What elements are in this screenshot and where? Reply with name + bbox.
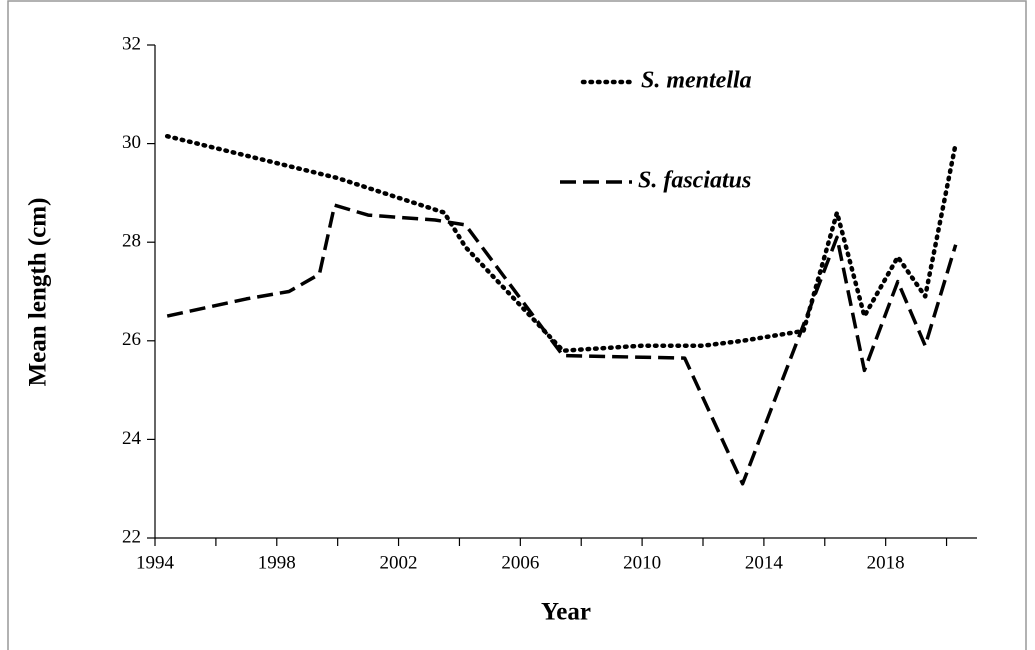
legend-label: S. mentella	[641, 68, 752, 94]
y-axis-title: Mean length (cm)	[25, 198, 52, 387]
x-axis-title: Year	[541, 599, 591, 626]
frame	[7, 0, 1027, 650]
y-tick-label: 26	[122, 329, 141, 350]
y-tick-label: 32	[122, 33, 141, 54]
x-tick-label: 1994	[136, 552, 175, 573]
series-line	[166, 203, 958, 486]
x-tick-label: 2018	[867, 552, 905, 573]
y-tick-label: 22	[122, 526, 141, 547]
series-line	[164, 133, 958, 353]
x-tick-label: 2006	[501, 552, 539, 573]
y-tick-label: 24	[122, 428, 142, 449]
x-tick-label: 2014	[745, 552, 784, 573]
x-tick-label: 1998	[258, 552, 296, 573]
y-tick-label: 30	[122, 132, 141, 153]
x-tick-label: 2010	[623, 552, 661, 573]
y-tick-label: 28	[122, 231, 141, 252]
legend-label: S. fasciatus	[638, 168, 751, 194]
x-tick-label: 2002	[380, 552, 418, 573]
